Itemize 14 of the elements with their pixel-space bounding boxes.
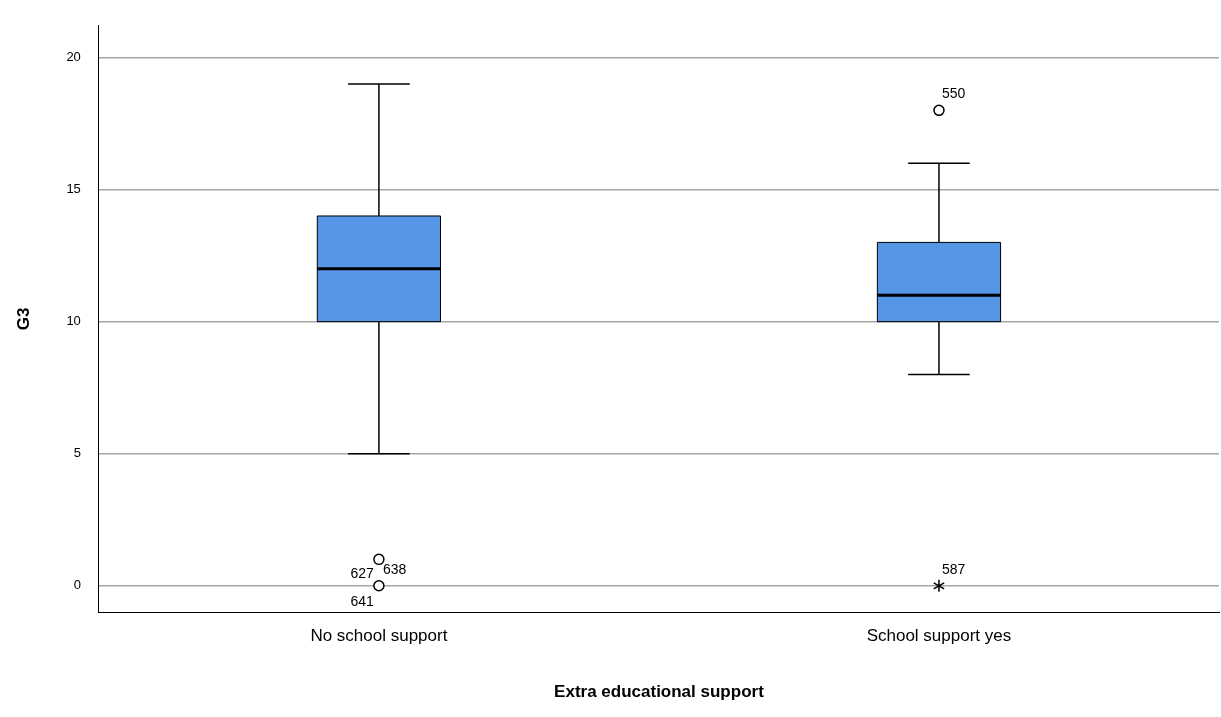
annotation: 627 xyxy=(350,565,375,582)
y-tick-label: 10 xyxy=(66,313,81,329)
x-tick-label: No school support xyxy=(310,626,448,646)
y-tick-label: 20 xyxy=(66,49,81,65)
y-tick-label: 15 xyxy=(66,181,81,197)
x-tick-label: School support yes xyxy=(866,626,1012,646)
annotation: 641 xyxy=(350,592,375,609)
y-axis-title: G3 xyxy=(13,307,33,331)
y-tick-label: 0 xyxy=(73,577,81,593)
annotation: 550 xyxy=(941,85,966,102)
x-axis-title: Extra educational support xyxy=(554,682,765,702)
y-tick-label: 5 xyxy=(73,445,81,461)
annotation: 638 xyxy=(382,561,407,578)
annotation: 587 xyxy=(941,560,966,577)
